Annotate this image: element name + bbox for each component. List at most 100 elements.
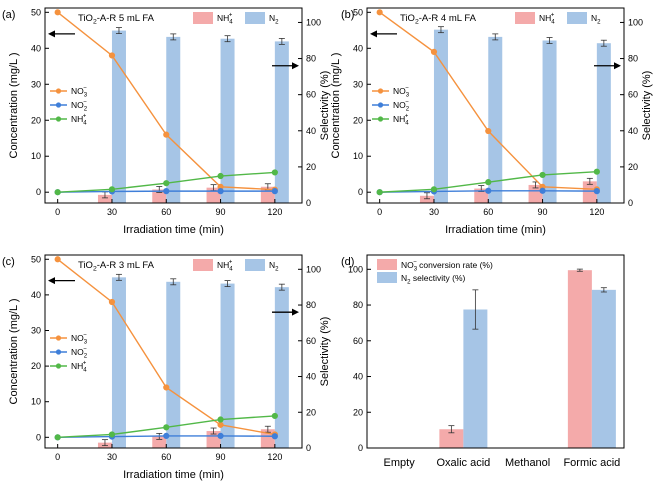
point-NO3--0 [54, 256, 61, 263]
y-axis-title: Concentration (mg/L ) [330, 53, 342, 159]
point-NH4+-120 [271, 412, 278, 420]
point-NH4+-0 [376, 189, 383, 196]
right-axis-arrow-head [292, 62, 299, 70]
point-NO2--60 [485, 187, 492, 194]
panel-0: 0 10 20 30 40 50 0 20 40 60 80 100 0 30 60 90 120 Irradia… [2, 7, 331, 236]
point-NH4+-90 [539, 171, 546, 179]
x-category-label: Methanol [505, 457, 550, 469]
x-category-label: Empty [384, 457, 416, 469]
point-NO3--30 [108, 52, 116, 59]
point-NO2--120 [271, 433, 278, 440]
x-axis-title: Irradiation time (min) [123, 469, 224, 481]
point-NH4+-60 [163, 180, 170, 187]
x-tick-label: 0 [55, 452, 60, 462]
x-tick-label: 90 [216, 207, 226, 217]
left-axis-arrow-head [370, 30, 377, 38]
legend-label-NH4+: NH4+ [217, 12, 233, 26]
legend-label-NO3-: NO3− [71, 332, 88, 346]
point-NH4+-60 [163, 424, 170, 431]
legend-label-NO3-: NO3− [71, 85, 88, 99]
bar-NH4+-60 [474, 188, 489, 203]
point-NO2--60 [163, 432, 170, 439]
legend-label-NH4+: NH4+ [539, 12, 555, 26]
bar-NH4+-120 [582, 181, 597, 203]
y2-tick-label: 100 [306, 264, 321, 274]
legend-label-NH4+: NH4+ [217, 259, 233, 273]
legend-swatch-N2 [567, 12, 587, 24]
y2-tick-label: 40 [306, 372, 316, 382]
x-tick-label: 60 [161, 207, 171, 217]
y-tick-label: 50 [31, 7, 41, 17]
point-NH4+-90 [217, 416, 224, 423]
x-tick-label: 30 [429, 207, 439, 217]
legend-label-NH4+: NH4+ [71, 113, 87, 127]
y2-axis-title: Selectivity (%) [319, 71, 331, 141]
x-tick-label: 30 [107, 452, 117, 462]
y-tick-label: 30 [353, 79, 363, 89]
legend-label-NO2-: NO2− [393, 99, 410, 113]
y-tick-label: 10 [31, 397, 41, 407]
x-tick-label: 30 [107, 207, 117, 217]
bar-N2-30 [433, 29, 448, 203]
y-tick-label: 50 [31, 254, 41, 264]
y-tick-label: 0 [358, 187, 363, 197]
y-tick-label: 0 [358, 443, 363, 453]
legend-label-NO2-: NO2− [71, 346, 88, 360]
panel-2: 0 10 20 30 40 50 0 20 40 60 80 100 0 30 60 90 120 Irradia… [2, 254, 331, 481]
point-NH4+-90 [217, 172, 224, 180]
bar-0-Oxalic acid [439, 429, 464, 448]
y2-tick-label: 80 [628, 54, 638, 64]
point-NO2--90 [217, 188, 224, 195]
x-tick-label: 0 [377, 207, 382, 217]
point-NO3--30 [430, 48, 438, 55]
bar-N2-30 [111, 30, 126, 204]
y2-tick-label: 80 [306, 300, 316, 310]
bar-NH4+-90 [528, 184, 543, 203]
x-tick-label: 120 [589, 207, 604, 217]
x-tick-label: 90 [216, 452, 226, 462]
x-tick-label: 120 [267, 207, 282, 217]
legend-label-N2: N2 [269, 260, 279, 273]
bar-1-Oxalic acid [463, 309, 488, 448]
y-tick-label: 40 [353, 372, 363, 382]
point-NH4+-0 [54, 434, 61, 441]
y-tick-label: 20 [353, 407, 363, 417]
legend-swatch-1 [377, 272, 397, 283]
plot-frame [44, 254, 303, 449]
y-axis-title: Concentration (mg/L ) [8, 299, 20, 405]
y2-tick-label: 20 [628, 162, 638, 172]
y-tick-label: 10 [31, 151, 41, 161]
y-tick-label: 30 [31, 79, 41, 89]
y-tick-label: 20 [31, 361, 41, 371]
bar-NH4+-30 [419, 195, 434, 203]
y-axis-title: Concentration (mg/L ) [8, 53, 20, 159]
y-tick-label: 20 [353, 115, 363, 125]
legend-label-NH4+: NH4+ [393, 113, 409, 127]
bar-NH4+-60 [152, 189, 167, 203]
plot-frame [44, 7, 303, 204]
y-tick-label: 30 [31, 325, 41, 335]
x-axis-title: Irradiation time (min) [445, 224, 546, 236]
bar-N2-30 [111, 277, 126, 448]
point-NH4+-0 [54, 189, 61, 196]
bar-1-Formic acid [591, 289, 616, 448]
y-tick-label: 40 [31, 290, 41, 300]
legend-swatch-NH4+ [515, 12, 535, 24]
panel-letter: (a) [2, 9, 15, 21]
bar-N2-120 [274, 41, 289, 204]
y-tick-label: 50 [353, 7, 363, 17]
y2-tick-label: 60 [306, 336, 316, 346]
point-NO3--0 [376, 9, 383, 16]
legend-swatch-N2 [245, 12, 265, 24]
panel-letter: (d) [341, 256, 354, 268]
y2-tick-label: 60 [306, 90, 316, 100]
legend-label-NO2-: NO2− [71, 99, 88, 113]
point-NH4+-30 [108, 186, 116, 193]
point-NO3--90 [217, 421, 224, 428]
legend-label-N2: N2 [269, 13, 279, 26]
point-NH4+-60 [485, 179, 492, 186]
x-tick-label: 60 [161, 452, 171, 462]
legend-marker-NH4+ [377, 116, 384, 122]
legend-marker-NO2- [377, 102, 384, 108]
legend-swatch-NH4+ [193, 12, 213, 24]
